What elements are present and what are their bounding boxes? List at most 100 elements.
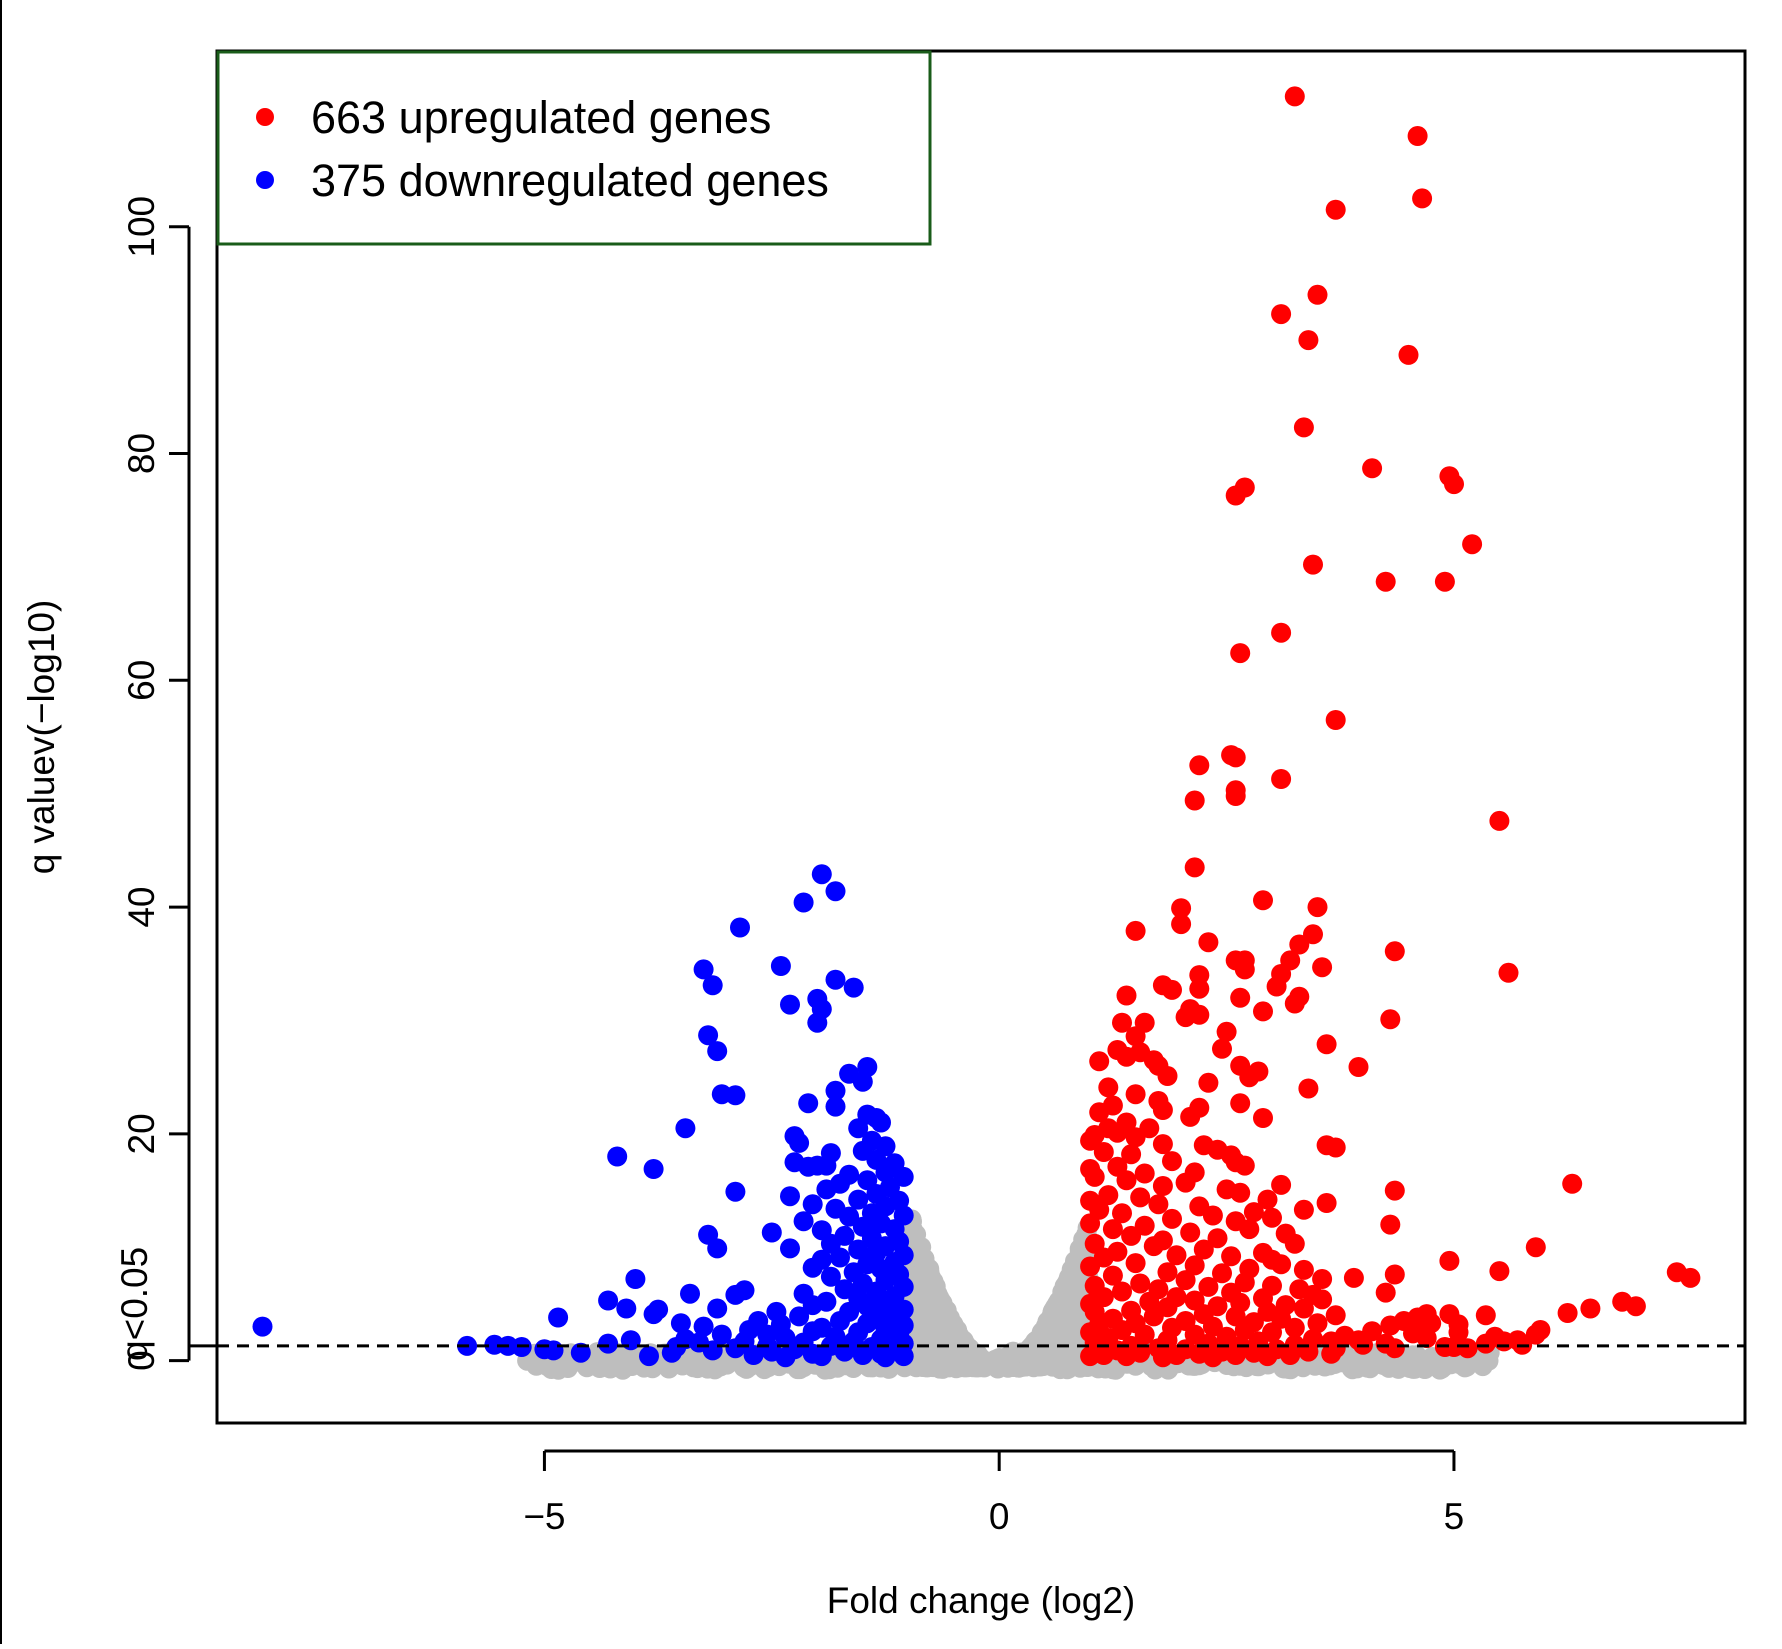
- up-point: [1175, 1007, 1196, 1028]
- up-point: [1380, 1214, 1401, 1235]
- down-point: [839, 1206, 860, 1227]
- up-point: [1080, 1346, 1101, 1367]
- up-point: [1253, 890, 1273, 911]
- up-point: [1116, 1170, 1137, 1191]
- ns-point: [603, 1350, 624, 1371]
- up-point: [1298, 330, 1319, 351]
- down-point: [534, 1339, 555, 1360]
- up-point: [1253, 1108, 1273, 1128]
- ns-point: [1042, 1344, 1063, 1365]
- down-point: [816, 1155, 837, 1176]
- ns-point: [944, 1349, 965, 1370]
- up-point: [1680, 1267, 1701, 1288]
- up-point: [1384, 1338, 1405, 1359]
- up-point: [1125, 1253, 1146, 1274]
- down-point: [811, 864, 832, 885]
- threshold-label: q<0.05: [114, 1247, 155, 1361]
- down-point: [570, 1342, 591, 1363]
- ns-point: [927, 1284, 948, 1304]
- up-point: [1307, 897, 1328, 918]
- up-point: [1107, 1122, 1128, 1143]
- legend-up-label: 663 upregulated genes: [311, 92, 771, 143]
- down-point: [798, 1093, 819, 1114]
- down-point: [698, 1025, 719, 1046]
- up-point: [1625, 1296, 1646, 1317]
- down-point: [825, 881, 846, 902]
- down-point: [598, 1333, 619, 1354]
- down-point: [702, 1340, 723, 1361]
- up-point: [1116, 1046, 1137, 1067]
- x-axis-label: Fold change (log2): [827, 1580, 1136, 1621]
- up-point: [1112, 1203, 1132, 1224]
- up-point: [1444, 474, 1464, 495]
- up-point: [1212, 1038, 1232, 1059]
- ns-point: [908, 1246, 929, 1267]
- up-point: [1102, 1265, 1123, 1286]
- up-point: [1175, 1270, 1196, 1291]
- up-point: [1580, 1298, 1601, 1319]
- up-point: [1184, 857, 1205, 878]
- up-point: [1166, 1245, 1187, 1266]
- down-point: [725, 1181, 746, 1202]
- down-point: [825, 1080, 846, 1101]
- up-point: [1434, 571, 1455, 592]
- up-point: [1171, 914, 1192, 935]
- down-point: [830, 1311, 850, 1331]
- up-point: [1266, 976, 1287, 997]
- up-point: [1325, 1305, 1346, 1326]
- down-point: [643, 1159, 664, 1179]
- legend-down-label: 375 downregulated genes: [311, 155, 829, 206]
- up-point: [1125, 1026, 1146, 1047]
- down-point: [625, 1269, 646, 1289]
- up-point: [1362, 458, 1383, 479]
- up-point: [1293, 417, 1314, 438]
- up-point: [1234, 1320, 1255, 1340]
- up-point: [1257, 1346, 1278, 1367]
- up-point: [1307, 284, 1328, 305]
- down-point: [825, 1096, 846, 1117]
- y-tick-label: 0: [121, 1350, 162, 1371]
- down-point: [711, 1324, 732, 1345]
- down-point: [661, 1342, 682, 1363]
- up-point: [1112, 1012, 1132, 1033]
- ns-point: [910, 1348, 931, 1369]
- up-point: [1293, 1298, 1314, 1319]
- up-point: [1207, 1228, 1228, 1249]
- up-point: [1525, 1324, 1546, 1345]
- up-point: [1284, 1233, 1305, 1254]
- up-point: [1121, 1144, 1142, 1165]
- up-point: [1098, 1077, 1119, 1098]
- down-point: [598, 1290, 619, 1311]
- down-point: [707, 1041, 728, 1062]
- up-point: [1380, 1009, 1401, 1030]
- up-point: [1489, 1261, 1510, 1282]
- up-point: [1134, 1163, 1155, 1184]
- up-point: [1239, 1219, 1260, 1240]
- up-point: [1380, 1315, 1401, 1336]
- legend-box: [216, 50, 932, 246]
- up-point: [1198, 1276, 1219, 1297]
- up-point: [1312, 957, 1333, 978]
- y-axis: 0 20 40 60 80 100: [121, 196, 191, 1371]
- down-point: [852, 1071, 873, 1092]
- ns-point: [1051, 1297, 1072, 1318]
- ns-point: [758, 1357, 779, 1378]
- up-point: [1325, 710, 1346, 730]
- up-point: [1080, 1256, 1101, 1277]
- down-point: [639, 1346, 659, 1367]
- down-point: [825, 969, 846, 990]
- up-point: [1202, 1347, 1223, 1368]
- up-point: [1212, 1263, 1232, 1284]
- up-point: [1316, 1034, 1337, 1055]
- up-point: [1243, 1202, 1264, 1223]
- up-point: [1157, 1262, 1178, 1283]
- down-point: [707, 1298, 728, 1319]
- down-point: [743, 1345, 764, 1365]
- ns-point: [1439, 1352, 1460, 1373]
- x-tick-label: 0: [989, 1496, 1010, 1537]
- down-point: [811, 1346, 832, 1367]
- ns-point: [1422, 1356, 1443, 1376]
- down-point: [780, 1238, 800, 1259]
- up-point: [1398, 344, 1419, 365]
- up-point: [1239, 1067, 1260, 1088]
